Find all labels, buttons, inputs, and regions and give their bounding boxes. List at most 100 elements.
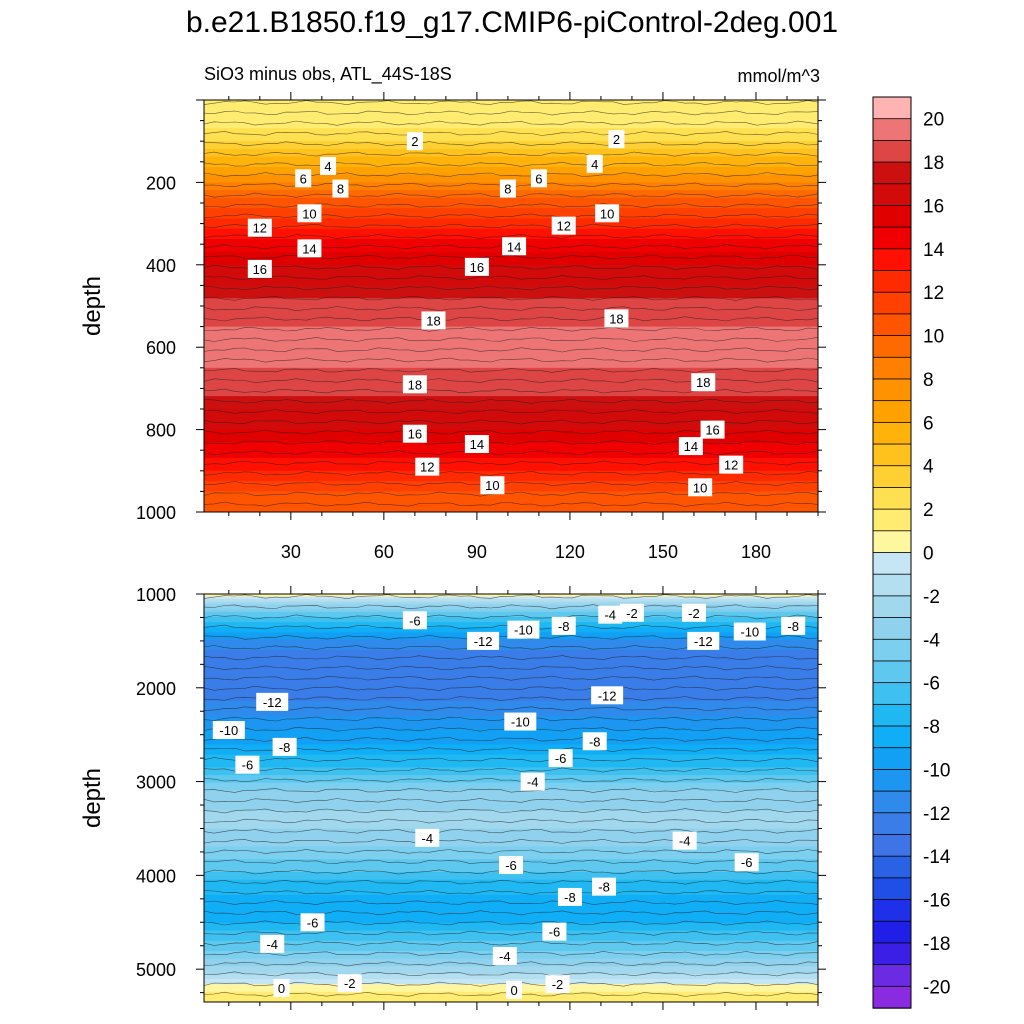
contour-band xyxy=(204,254,818,258)
contour-label: -6 xyxy=(548,749,573,768)
svg-text:12: 12 xyxy=(556,219,570,234)
contour-line xyxy=(204,450,818,456)
contour-band xyxy=(204,897,818,901)
contour-line xyxy=(204,120,818,126)
svg-text:14: 14 xyxy=(684,439,698,454)
contour-label: 16 xyxy=(700,420,725,439)
svg-text:18: 18 xyxy=(609,311,623,326)
colorbar-label: -18 xyxy=(923,934,950,955)
contour-band xyxy=(204,660,818,664)
contour-band xyxy=(204,275,818,279)
contour-line xyxy=(204,141,818,147)
contour-label: -8 xyxy=(781,616,806,635)
contour-band xyxy=(204,434,818,439)
contour-band xyxy=(204,123,818,127)
contour-line xyxy=(204,285,818,291)
contour-line xyxy=(204,460,818,466)
contour-label: 10 xyxy=(688,478,713,497)
x-tick-label: 30 xyxy=(281,542,301,562)
contour-band xyxy=(204,976,818,980)
contour-label: 4 xyxy=(320,156,337,175)
svg-text:-6: -6 xyxy=(409,613,421,628)
contour-band xyxy=(204,470,818,475)
contour-line xyxy=(204,409,818,414)
contour-line xyxy=(204,900,818,905)
contour-label: 16 xyxy=(464,257,489,276)
colorbar-segment xyxy=(872,855,912,879)
contour-band xyxy=(204,107,818,111)
contour-band xyxy=(204,815,818,820)
contour-band xyxy=(204,639,818,644)
contour-band xyxy=(204,159,818,163)
contour-label: 12 xyxy=(247,218,272,237)
svg-text:12: 12 xyxy=(724,458,738,473)
contour-band xyxy=(204,445,818,449)
contour-band xyxy=(204,841,818,845)
contour-band xyxy=(204,757,818,761)
contour-band xyxy=(204,688,818,692)
contour-band xyxy=(204,823,818,827)
contour-line xyxy=(204,808,818,814)
contour-line xyxy=(204,940,818,946)
contour-band xyxy=(204,447,818,451)
contour-label: -4 xyxy=(598,605,623,624)
contour-label: 8 xyxy=(499,179,516,198)
colorbar: 20181614121086420-2-4-6-8-10-12-14-16-18… xyxy=(872,96,951,1009)
contour-band xyxy=(204,205,818,209)
colorbar-segment xyxy=(872,226,912,250)
contour-band xyxy=(204,293,818,297)
contour-band xyxy=(204,749,818,753)
contour-band xyxy=(204,843,818,848)
contour-band xyxy=(204,675,818,679)
contour-line xyxy=(204,767,818,773)
contour-band xyxy=(204,411,818,415)
colorbar-segment xyxy=(872,487,912,510)
contour-band xyxy=(204,900,818,904)
contour-band xyxy=(204,785,818,789)
svg-text:-12: -12 xyxy=(694,634,713,649)
svg-text:-10: -10 xyxy=(740,625,759,640)
contour-band xyxy=(204,729,818,733)
contour-line xyxy=(204,736,818,742)
contour-band xyxy=(204,940,818,945)
contour-band xyxy=(204,772,818,776)
contour-band xyxy=(204,963,818,967)
colorbar-segment xyxy=(872,812,912,836)
colorbar-label: -8 xyxy=(923,717,940,738)
contour-line xyxy=(204,378,818,384)
contour-band xyxy=(204,306,818,310)
svg-text:-4: -4 xyxy=(266,937,278,952)
contour-band xyxy=(204,380,818,384)
contour-band xyxy=(204,795,818,799)
contour-band xyxy=(204,133,818,137)
svg-text:0: 0 xyxy=(278,981,285,996)
contour-label: -2 xyxy=(619,603,644,622)
contour-label: 6 xyxy=(295,169,312,188)
contour-band xyxy=(204,780,818,784)
contour-band xyxy=(204,506,818,511)
contour-band xyxy=(204,424,818,428)
colorbar-label: -16 xyxy=(923,891,950,912)
y-tick-label: 4000 xyxy=(136,866,176,886)
contour-band xyxy=(204,805,818,809)
contour-band xyxy=(204,491,818,495)
contour-band xyxy=(204,143,818,148)
contour-band xyxy=(204,685,818,690)
contour-band xyxy=(204,846,818,850)
contour-label: 8 xyxy=(332,179,349,198)
svg-text:-6: -6 xyxy=(555,751,567,766)
contour-band xyxy=(204,851,818,855)
svg-text:18: 18 xyxy=(696,375,710,390)
svg-text:8: 8 xyxy=(504,182,511,197)
contour-label: 18 xyxy=(604,309,629,328)
contour-label: -10 xyxy=(504,712,537,731)
contour-band xyxy=(204,370,818,374)
contour-band xyxy=(204,887,818,891)
contour-band xyxy=(204,979,818,983)
contour-band xyxy=(204,334,818,338)
colorbar-segment xyxy=(872,421,912,445)
contour-band xyxy=(204,810,818,814)
contour-label: -6 xyxy=(734,853,759,872)
contour-band xyxy=(204,744,818,748)
colorbar-segment xyxy=(872,638,912,662)
